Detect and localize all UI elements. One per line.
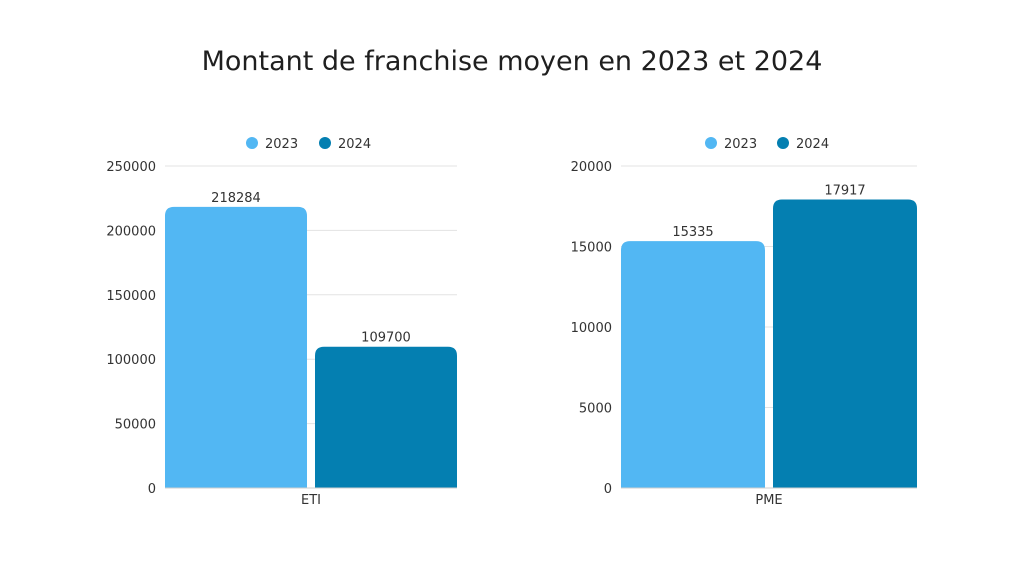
legend-label: 2023	[724, 137, 757, 152]
chart-eti: 0 50000 100000 150000 200000 250000 2023 2024 21…	[106, 137, 457, 508]
y-tick-label: 200000	[106, 224, 156, 239]
bar	[165, 206, 307, 488]
legend-swatch	[777, 137, 789, 149]
data-label: 17917	[824, 184, 865, 199]
y-tick-label: 100000	[106, 353, 156, 368]
data-label: 109700	[361, 331, 411, 346]
y-tick-label: 10000	[571, 321, 612, 336]
chart-title: Montant de franchise moyen en 2023 et 20…	[201, 46, 823, 77]
y-tick-label: 50000	[115, 418, 156, 433]
legend-label: 2024	[338, 137, 371, 152]
y-tick-label: 250000	[106, 160, 156, 175]
y-tick-label: 0	[148, 482, 156, 497]
bar	[773, 199, 917, 488]
legend-swatch	[319, 137, 331, 149]
data-label: 15335	[672, 225, 713, 240]
bar	[621, 241, 765, 488]
y-tick-label: 5000	[579, 402, 612, 417]
x-tick-label: PME	[755, 493, 782, 508]
chart-pme: 0 5000 10000 15000 20000 2023 2024 15335 17917 PM…	[571, 137, 917, 508]
legend-label: 2023	[265, 137, 298, 152]
bar	[315, 346, 457, 488]
y-tick-label: 0	[604, 482, 612, 497]
y-tick-label: 150000	[106, 289, 156, 304]
legend-swatch	[705, 137, 717, 149]
y-tick-label: 15000	[571, 241, 612, 256]
y-tick-label: 20000	[571, 160, 612, 175]
legend-label: 2024	[796, 137, 829, 152]
x-tick-label: ETI	[301, 493, 321, 508]
legend-swatch	[246, 137, 258, 149]
data-label: 218284	[211, 191, 261, 206]
